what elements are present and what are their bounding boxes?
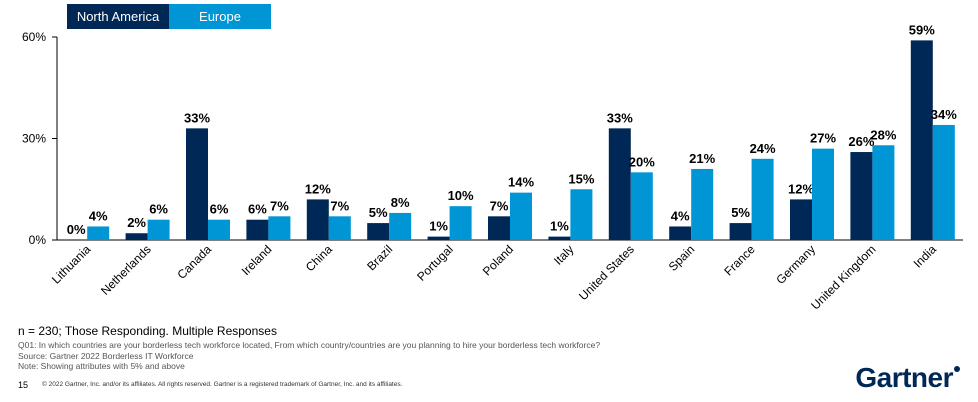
data-label: 6% bbox=[210, 202, 229, 217]
data-label: 33% bbox=[184, 110, 210, 125]
copyright-text: © 2022 Gartner, Inc. and/or its affiliat… bbox=[42, 381, 403, 388]
bar-north-america bbox=[488, 216, 510, 240]
bar-north-america bbox=[427, 236, 450, 240]
data-label: 28% bbox=[870, 127, 896, 142]
data-label: 8% bbox=[391, 195, 410, 210]
category-label: China bbox=[303, 242, 335, 274]
y-tick-label: 60% bbox=[22, 30, 46, 44]
legend-north-america: North America bbox=[67, 4, 169, 29]
bar-europe bbox=[449, 206, 472, 240]
data-label: 6% bbox=[149, 202, 168, 217]
data-label: 12% bbox=[305, 181, 331, 196]
sample-note: n = 230; Those Responding. Multiple Resp… bbox=[18, 324, 277, 338]
bar-north-america bbox=[306, 199, 329, 240]
bar-europe bbox=[328, 216, 351, 240]
data-label: 34% bbox=[931, 107, 957, 122]
logo-text: Gartner bbox=[855, 362, 953, 393]
bar-north-america bbox=[246, 219, 269, 240]
category-label: Canada bbox=[174, 242, 214, 282]
data-label: 0% bbox=[67, 222, 86, 237]
category-label: United States bbox=[576, 242, 637, 303]
data-label: 21% bbox=[689, 151, 715, 166]
data-label: 33% bbox=[607, 110, 633, 125]
category-label: Spain bbox=[666, 242, 698, 274]
bar-europe bbox=[872, 145, 895, 240]
legend-europe: Europe bbox=[169, 4, 271, 29]
data-label: 26% bbox=[848, 134, 874, 149]
bar-europe bbox=[147, 219, 170, 240]
data-label: 2% bbox=[127, 215, 146, 230]
y-tick-label: 0% bbox=[29, 233, 47, 247]
data-label: 6% bbox=[248, 202, 267, 217]
bar-north-america bbox=[367, 223, 390, 240]
category-label: Netherlands bbox=[98, 242, 154, 298]
category-label: India bbox=[911, 242, 940, 271]
data-label: 15% bbox=[568, 171, 594, 186]
bar-north-america bbox=[608, 128, 631, 240]
category-label: Brazil bbox=[364, 242, 395, 273]
bar-europe bbox=[691, 168, 714, 240]
category-label: Poland bbox=[480, 242, 516, 278]
data-label: 5% bbox=[369, 205, 388, 220]
category-label: Ireland bbox=[239, 242, 275, 278]
bar-europe bbox=[751, 158, 774, 240]
bar-europe bbox=[87, 226, 110, 240]
bar-north-america bbox=[850, 152, 873, 240]
bar-north-america bbox=[186, 128, 208, 240]
page-number: 15 bbox=[18, 380, 29, 390]
data-label: 1% bbox=[429, 219, 448, 234]
data-label: 7% bbox=[270, 198, 289, 213]
data-label: 4% bbox=[89, 208, 108, 223]
category-label: United Kingdom bbox=[808, 242, 878, 312]
question-text: Q01: In which countries are your borderl… bbox=[18, 340, 601, 350]
data-label: 27% bbox=[810, 131, 836, 146]
data-label: 24% bbox=[750, 141, 776, 156]
logo-dot-icon bbox=[954, 366, 960, 372]
category-label: Italy bbox=[551, 242, 576, 267]
bar-north-america bbox=[548, 236, 571, 240]
source-text: Source: Gartner 2022 Borderless IT Workf… bbox=[18, 350, 194, 361]
bar-north-america bbox=[669, 226, 692, 240]
data-label: 59% bbox=[909, 22, 935, 37]
data-label: 5% bbox=[731, 205, 750, 220]
data-label: 4% bbox=[671, 208, 690, 223]
bar-europe bbox=[570, 189, 593, 240]
bar-europe bbox=[812, 148, 834, 240]
bar-north-america bbox=[729, 223, 752, 240]
bar-north-america bbox=[910, 40, 933, 241]
bar-europe bbox=[932, 124, 955, 240]
bar-north-america bbox=[125, 233, 148, 240]
category-label: France bbox=[721, 242, 758, 279]
data-label: 7% bbox=[490, 198, 509, 213]
chart-legend: North America Europe bbox=[67, 4, 271, 29]
data-label: 1% bbox=[550, 219, 569, 234]
category-label: Lithuania bbox=[49, 242, 94, 287]
bar-europe bbox=[208, 219, 230, 240]
data-label: 10% bbox=[448, 188, 474, 203]
bar-europe bbox=[389, 212, 412, 240]
bar-north-america bbox=[790, 199, 812, 240]
note-text: Note: Showing attributes with 5% and abo… bbox=[18, 361, 185, 371]
bar-europe bbox=[630, 172, 653, 240]
y-tick-label: 30% bbox=[22, 132, 46, 146]
data-label: 7% bbox=[330, 198, 349, 213]
data-label: 12% bbox=[788, 181, 814, 196]
data-label: 14% bbox=[508, 175, 534, 190]
bar-europe bbox=[268, 216, 291, 240]
category-label: Portugal bbox=[414, 242, 456, 284]
footnotes: Q01: In which countries are your borderl… bbox=[18, 340, 600, 372]
bar-europe bbox=[510, 192, 532, 240]
bar-chart: 0%30%60%0%4%Lithuania2%6%Netherlands33%6… bbox=[22, 22, 963, 313]
category-label: Germany bbox=[773, 242, 818, 287]
data-label: 20% bbox=[629, 154, 655, 169]
gartner-logo: Gartner bbox=[855, 362, 960, 394]
